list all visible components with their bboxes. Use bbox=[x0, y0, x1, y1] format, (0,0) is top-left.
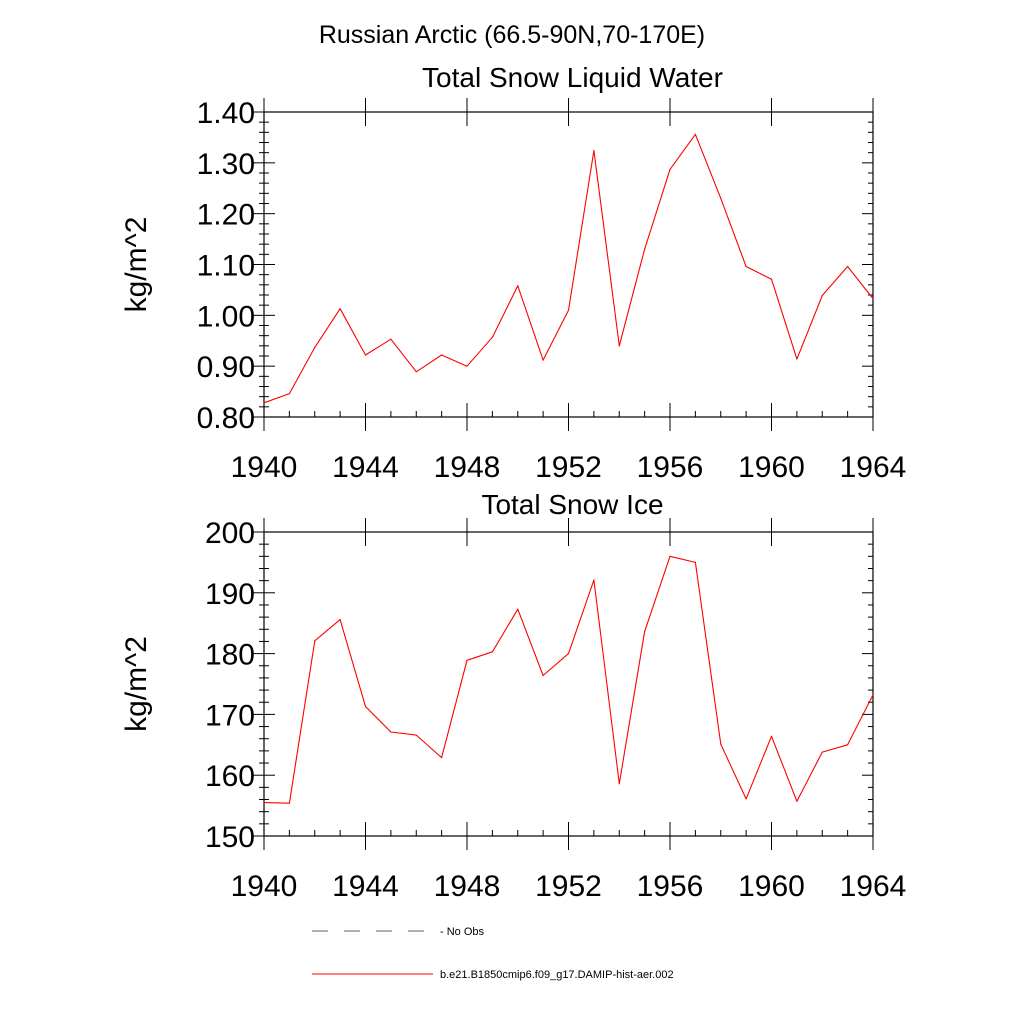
data-point bbox=[517, 285, 519, 287]
series-line bbox=[263, 555, 874, 804]
data-point bbox=[517, 608, 519, 610]
x-tick-label: 1964 bbox=[840, 870, 907, 903]
legend: - No Obs b.e21.B1850cmip6.f09_g17.DAMIP-h… bbox=[312, 926, 674, 981]
x-tick-label: 1960 bbox=[738, 870, 805, 903]
data-point bbox=[847, 265, 849, 268]
data-point bbox=[339, 308, 341, 310]
data-point bbox=[567, 653, 570, 655]
data-point bbox=[263, 801, 265, 804]
figure-title: Russian Arctic (66.5-90N,70-170E) bbox=[319, 21, 705, 49]
data-point bbox=[745, 798, 747, 800]
chart-panel-1: Total Snow Liquid Water 0.80 0.90 1.00 1.10 1… bbox=[120, 62, 906, 484]
y-axis-label: kg/m^2 bbox=[120, 217, 153, 313]
data-point bbox=[644, 248, 646, 250]
y-axis-label: kg/m^2 bbox=[120, 636, 153, 732]
x-tick-label: 1948 bbox=[434, 870, 501, 903]
legend-label-1: - No Obs bbox=[440, 926, 485, 938]
y-tick-label: 190 bbox=[205, 578, 255, 611]
y-tick-label: 1.20 bbox=[197, 199, 255, 232]
data-point bbox=[542, 359, 544, 361]
data-point bbox=[770, 278, 773, 280]
data-point bbox=[872, 297, 874, 300]
data-point bbox=[694, 133, 696, 135]
legend-label-2: b.e21.B1850cmip6.f09_g17.DAMIP-hist-aer.… bbox=[440, 969, 674, 981]
data-point bbox=[796, 800, 798, 802]
data-point bbox=[466, 365, 468, 367]
data-point bbox=[669, 168, 671, 171]
data-point bbox=[618, 783, 620, 785]
data-point bbox=[720, 743, 722, 745]
x-tick-label: 1944 bbox=[332, 451, 399, 484]
data-point bbox=[720, 197, 722, 200]
y-tick-label: 1.40 bbox=[197, 97, 255, 130]
data-point bbox=[669, 555, 671, 557]
y-tick-label: 180 bbox=[205, 639, 255, 672]
x-tick-label: 1956 bbox=[637, 451, 704, 484]
y-tick-label: 200 bbox=[205, 517, 255, 550]
data-point bbox=[542, 674, 544, 677]
data-point bbox=[644, 631, 646, 633]
plot-frame bbox=[263, 111, 874, 418]
chart-title: Total Snow Liquid Water bbox=[422, 62, 723, 93]
data-point bbox=[390, 731, 392, 733]
chart-title: Total Snow Ice bbox=[481, 489, 663, 520]
x-tick-label: 1964 bbox=[840, 451, 907, 484]
data-point bbox=[694, 561, 696, 564]
x-tick-label: 1956 bbox=[637, 870, 704, 903]
data-point bbox=[390, 338, 392, 340]
y-tick-label: 150 bbox=[205, 821, 255, 854]
data-point bbox=[567, 309, 570, 311]
x-tick-label: 1948 bbox=[434, 451, 501, 484]
data-point bbox=[821, 294, 823, 297]
y-tick-label: 0.80 bbox=[197, 402, 255, 435]
data-point bbox=[314, 346, 316, 348]
data-point bbox=[441, 756, 443, 759]
y-tick-label: 0.90 bbox=[197, 351, 255, 384]
data-point bbox=[618, 345, 620, 347]
x-tick-label: 1952 bbox=[535, 451, 602, 484]
x-tick-label: 1944 bbox=[332, 870, 399, 903]
x-tick-label: 1940 bbox=[231, 451, 298, 484]
y-tick-label: 1.10 bbox=[197, 250, 255, 283]
data-point bbox=[263, 402, 265, 404]
data-point bbox=[872, 694, 874, 696]
data-point bbox=[593, 150, 595, 152]
plot-frame bbox=[263, 531, 874, 837]
y-tick-label: 1.30 bbox=[197, 148, 255, 181]
data-point bbox=[441, 354, 443, 356]
data-point bbox=[288, 802, 290, 804]
data-point bbox=[593, 579, 595, 581]
data-point bbox=[847, 744, 849, 746]
data-point bbox=[364, 705, 367, 708]
data-point bbox=[415, 734, 417, 736]
data-point bbox=[491, 651, 493, 653]
x-tick-label: 1960 bbox=[738, 451, 805, 484]
series-line bbox=[263, 133, 874, 404]
data-point bbox=[491, 336, 493, 338]
data-point bbox=[288, 393, 290, 395]
data-point bbox=[415, 371, 417, 373]
y-tick-label: 160 bbox=[205, 760, 255, 793]
data-point bbox=[314, 640, 316, 642]
data-point bbox=[339, 618, 341, 621]
data-point bbox=[796, 358, 798, 360]
data-point bbox=[821, 751, 823, 753]
data-point bbox=[770, 735, 773, 737]
data-point bbox=[466, 659, 468, 661]
x-tick-label: 1940 bbox=[231, 870, 298, 903]
x-tick-label: 1952 bbox=[535, 870, 602, 903]
chart-panel-2: Total Snow Ice 150 160 170 180 190 200 1940 1944… bbox=[120, 489, 906, 903]
y-tick-label: 1.00 bbox=[197, 300, 255, 333]
data-point bbox=[364, 354, 367, 356]
data-point bbox=[745, 265, 747, 268]
y-tick-label: 170 bbox=[205, 699, 255, 732]
